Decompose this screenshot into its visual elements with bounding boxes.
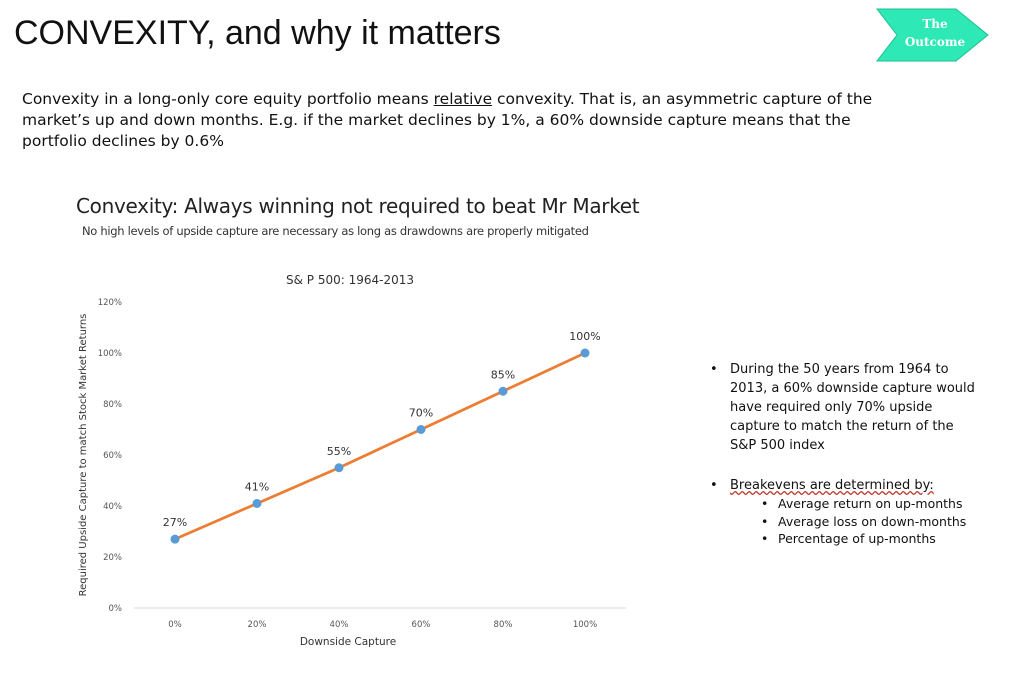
y-tick-label: 0% [109,604,123,614]
x-tick-label: 20% [248,620,267,630]
x-tick-label: 80% [494,620,513,630]
x-tick-label: 40% [330,620,349,630]
bullet-icon: • [710,478,718,493]
intro-underlined-word: relative [433,90,493,108]
intro-text-part2: convexity. That is, an asymmetric captur… [22,90,873,150]
notes-panel: • During the 50 years from 1964 to 2013,… [708,360,978,548]
list-item: • Average return on up-months [708,495,978,513]
note-point-2: • Breakevens are determined by: [708,476,978,495]
list-item: • Percentage of up-months [708,530,978,548]
data-point [498,386,508,396]
data-point [580,348,590,358]
sub-bullet-icon: • [761,496,769,511]
y-tick-label: 80% [103,400,122,410]
data-label: 85% [491,368,515,381]
x-tick-label: 60% [412,620,431,630]
convexity-line-chart: S& P 500: 1964-2013 0% 20% 40% 60% 80% 100% 120… [78,273,626,648]
list-item-text: Average loss on down-months [778,513,967,529]
series-line [174,351,586,541]
y-tick-label: 100% [98,349,122,359]
x-tick-label: 100% [573,620,597,630]
list-item-text: Percentage of up-months [778,531,936,546]
y-axis-title: Required Upside Capture to match Stock M… [78,314,89,597]
data-point [334,463,344,473]
bullet-icon: • [710,362,718,377]
nav-label-line2: Outcome [904,35,966,49]
chart-subheading: No high levels of upside capture are nec… [82,224,589,238]
list-item: • Average loss on down-months [708,513,978,531]
intro-text-part1: Convexity in a long-only core equity por… [22,90,434,108]
nav-label-line1: The [922,17,948,31]
nav-button-label: The Outcome [894,15,976,51]
note-point-1-text: During the 50 years from 1964 to 2013, a… [730,362,975,453]
data-point [170,534,180,544]
note-point-1: • During the 50 years from 1964 to 2013,… [708,360,978,455]
chart-plot-title: S& P 500: 1964-2013 [286,273,414,287]
slide-title: CONVEXITY, and why it matters [14,14,501,52]
data-label: 100% [569,330,600,343]
intro-paragraph: Convexity in a long-only core equity por… [22,89,882,152]
x-tick-label: 0% [168,620,182,630]
list-item-text: Average return on up-months [778,496,963,511]
data-label: 27% [163,516,187,529]
sub-bullet-icon: • [761,513,769,529]
y-tick-label: 60% [103,451,122,461]
sub-bullet-icon: • [761,531,769,546]
x-axis-title: Downside Capture [300,636,396,648]
data-point [252,498,262,508]
breakeven-factors-list: • Average return on up-months • Average … [708,495,978,548]
data-label: 70% [409,407,433,420]
arrow-shape-icon [876,8,989,62]
next-section-arrow-button[interactable]: The Outcome [876,8,989,62]
y-tick-label: 40% [103,502,122,512]
y-tick-label: 120% [98,298,122,308]
note-point-2-label: Breakevens are determined by: [730,478,934,493]
chart-heading: Convexity: Always winning not required t… [76,194,640,218]
data-label: 55% [327,445,351,458]
data-label: 41% [245,480,269,493]
data-point [416,425,426,434]
y-tick-label: 20% [103,553,122,563]
